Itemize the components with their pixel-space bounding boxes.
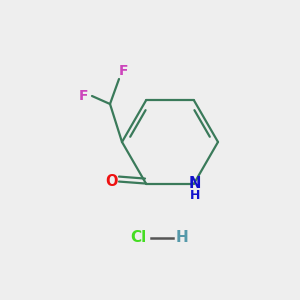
Text: H: H xyxy=(176,230,188,245)
Text: F: F xyxy=(119,64,129,78)
Text: F: F xyxy=(78,89,88,103)
Text: H: H xyxy=(190,189,200,202)
Text: Cl: Cl xyxy=(130,230,146,245)
Text: N: N xyxy=(189,176,201,191)
Text: O: O xyxy=(106,174,118,189)
